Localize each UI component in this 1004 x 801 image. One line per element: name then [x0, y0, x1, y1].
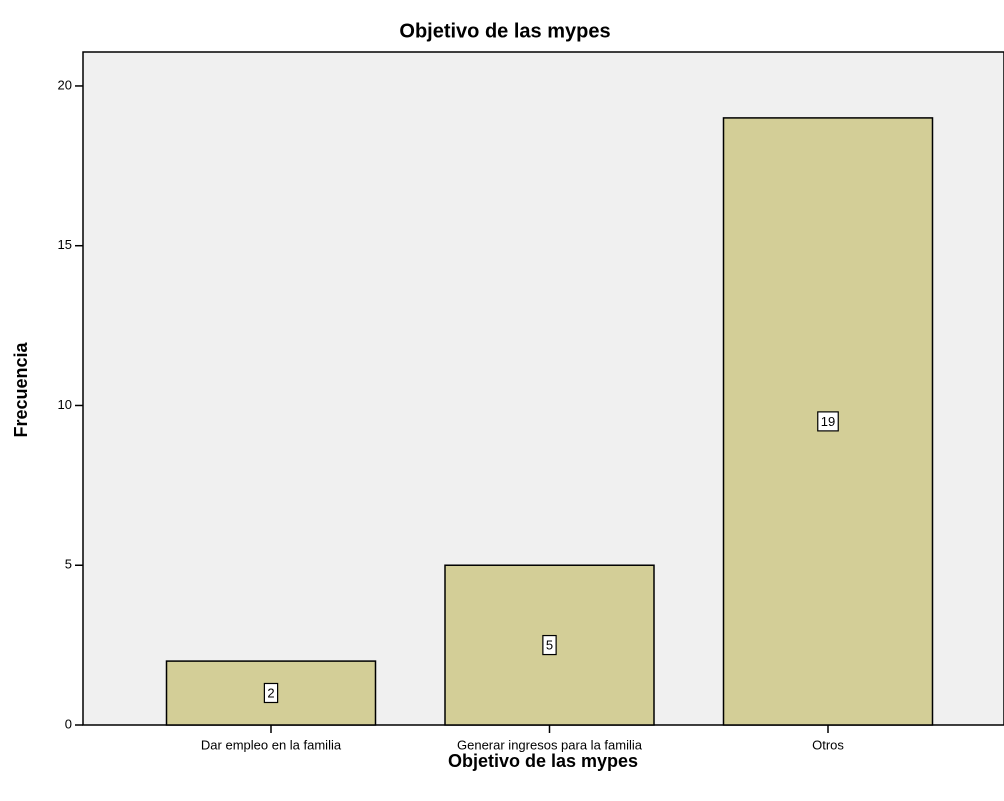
y-tick-label: 20 [58, 77, 72, 92]
value-label-box [817, 411, 839, 432]
y-tick-label: 15 [58, 237, 72, 252]
y-tick-label: 0 [65, 716, 72, 731]
value-label: 5 [546, 638, 553, 653]
value-label-box [542, 634, 557, 656]
value-label-box [263, 682, 279, 704]
chart-title: Objetivo de las mypes [399, 20, 610, 42]
y-tick-label: 5 [65, 557, 72, 572]
x-tick-label: Generar ingresos para la familia [457, 737, 643, 752]
value-label: 2 [267, 685, 274, 700]
y-axis-title: Frecuencia [11, 341, 31, 437]
x-tick-label: Dar empleo en la familia [201, 737, 342, 752]
x-axis-title: Objetivo de las mypes [448, 751, 638, 771]
value-label: 19 [821, 414, 835, 429]
y-tick-label: 10 [58, 397, 72, 412]
x-tick-label: Otros [812, 737, 844, 752]
